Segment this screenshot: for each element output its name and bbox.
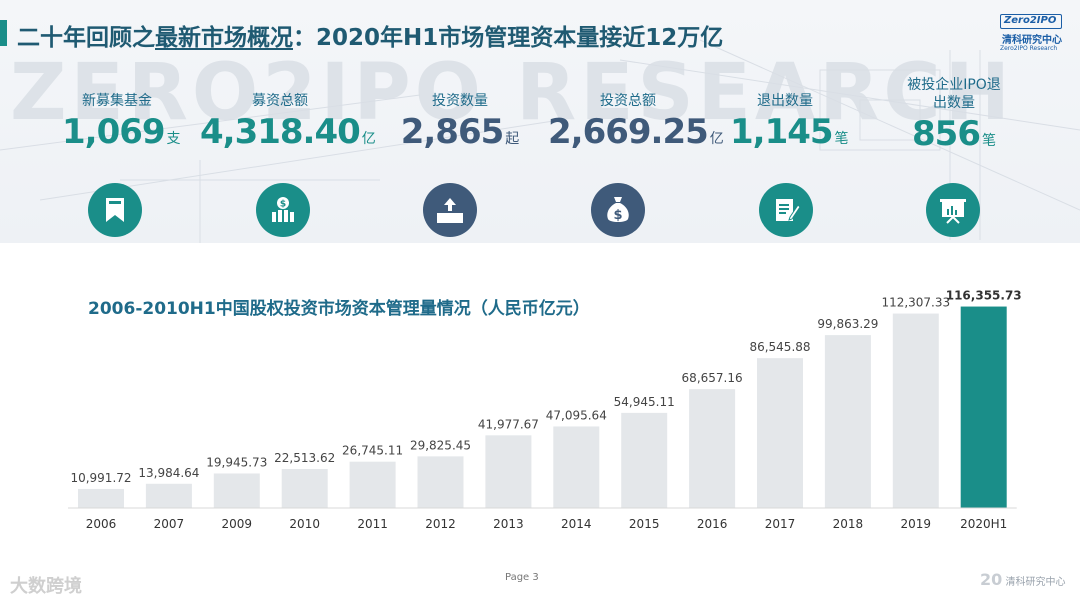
svg-text:$: $ bbox=[280, 200, 286, 210]
data-label-2013: 41,977.67 bbox=[478, 417, 539, 431]
data-label-2014: 47,095.64 bbox=[546, 408, 607, 422]
title-underlined: 最新市场概况 bbox=[155, 25, 293, 51]
money-bars-icon: $ bbox=[256, 183, 310, 237]
header-band: ZERO2IPO RESEARCH bbox=[0, 0, 1080, 243]
bar-2019 bbox=[892, 313, 939, 508]
data-label-2017: 86,545.88 bbox=[749, 340, 810, 354]
bar-2013 bbox=[485, 435, 532, 508]
bar-2010 bbox=[281, 469, 328, 508]
stat-unit: 支 bbox=[166, 131, 181, 147]
x-tick-label-2009: 2009 bbox=[222, 517, 253, 531]
data-label-2019: 112,307.33 bbox=[881, 296, 950, 310]
bar-2015 bbox=[621, 412, 668, 508]
data-label-2018: 99,863.29 bbox=[817, 317, 878, 331]
bar-2011 bbox=[349, 461, 396, 508]
stat-unit: 亿 bbox=[709, 131, 724, 147]
x-tick-label-2011: 2011 bbox=[357, 517, 388, 531]
background-watermark: ZERO2IPO RESEARCH bbox=[10, 48, 1014, 138]
stat-label-line1: 被投企业IPO退 bbox=[907, 77, 1001, 93]
bar-2014 bbox=[553, 426, 600, 508]
x-tick-label-2017: 2017 bbox=[765, 517, 796, 531]
stat-exit-count: 退出数量 1,145 笔 bbox=[730, 92, 849, 152]
stat-investment-count: 投资数量 2,865 起 bbox=[400, 92, 520, 152]
svg-text:$: $ bbox=[613, 208, 622, 223]
stat-new-funds: 新募集基金 1,069 支 bbox=[62, 92, 181, 152]
logo-en: Zero2IPO Research bbox=[1000, 45, 1058, 52]
bar-2012 bbox=[417, 456, 464, 508]
stat-unit: 笔 bbox=[981, 133, 996, 149]
stat-label: 退出数量 bbox=[757, 93, 813, 109]
data-label-2020H1: 116,355.73 bbox=[946, 289, 1022, 303]
stat-value: 1,069 bbox=[62, 112, 166, 152]
x-tick-label-2018: 2018 bbox=[833, 517, 864, 531]
logo-brand: Zero2IPO bbox=[1000, 14, 1062, 29]
data-label-2015: 54,945.11 bbox=[614, 395, 675, 409]
stat-ipo-exit-count: 被投企业IPO退 出数量 856 笔 bbox=[892, 76, 1016, 154]
bar-2007 bbox=[145, 483, 192, 508]
money-bag-icon: $ bbox=[591, 183, 645, 237]
x-tick-label-2012: 2012 bbox=[425, 517, 456, 531]
page-title-text: 二十年回顾之最新市场概况：2020年H1市场管理资本量接近12万亿 bbox=[17, 18, 723, 52]
document-edit-icon bbox=[759, 183, 813, 237]
x-tick-label-2015: 2015 bbox=[629, 517, 660, 531]
chart-title: 2006-2010H1中国股权投资市场资本管理量情况（人民币亿元） bbox=[88, 299, 590, 319]
title-prefix: 二十年回顾之 bbox=[17, 25, 155, 51]
data-label-2006: 10,991.72 bbox=[70, 471, 131, 485]
stat-label: 新募集基金 bbox=[82, 93, 152, 109]
stat-value: 1,145 bbox=[730, 112, 834, 152]
zero2ipo-logo: Zero2IPO 清科研究中心 Zero2IPO Research bbox=[1000, 14, 1068, 54]
x-tick-label-2007: 2007 bbox=[154, 517, 185, 531]
x-tick-label-2020H1: 2020H1 bbox=[960, 517, 1007, 531]
stat-unit: 笔 bbox=[834, 131, 849, 147]
x-tick-label-2019: 2019 bbox=[901, 517, 932, 531]
x-tick-label-2013: 2013 bbox=[493, 517, 524, 531]
data-label-2012: 29,825.45 bbox=[410, 438, 471, 452]
bar-2009 bbox=[213, 473, 260, 508]
footer-brand-right: 20 清科研究中心 bbox=[980, 570, 1065, 589]
bar-2018 bbox=[824, 335, 871, 508]
x-tick-label-2010: 2010 bbox=[289, 517, 320, 531]
stat-label: 募资总额 bbox=[252, 93, 308, 109]
page-number: Page 3 bbox=[505, 572, 539, 583]
data-label-2010: 22,513.62 bbox=[274, 451, 335, 465]
bar-2017 bbox=[757, 358, 803, 508]
stat-value: 2,669.25 bbox=[548, 112, 709, 152]
bar-2016 bbox=[689, 389, 736, 508]
x-tick-label-2016: 2016 bbox=[697, 517, 728, 531]
x-tick-label-2006: 2006 bbox=[86, 517, 117, 531]
data-label-2011: 26,745.11 bbox=[342, 444, 403, 458]
stat-unit: 起 bbox=[505, 131, 520, 147]
data-label-2016: 68,657.16 bbox=[682, 371, 743, 385]
stat-label: 投资总额 bbox=[600, 93, 656, 109]
title-suffix: ：2020年H1市场管理资本量接近12万亿 bbox=[293, 25, 724, 51]
x-tick-label-2014: 2014 bbox=[561, 517, 592, 531]
stat-investment-amount: 投资总额 2,669.25 亿 bbox=[548, 92, 724, 152]
data-label-2009: 19,945.73 bbox=[206, 455, 267, 469]
title-accent-bar bbox=[0, 20, 7, 46]
logo-cn: 清科研究中心 bbox=[1002, 35, 1062, 46]
bar-2020H1 bbox=[960, 306, 1007, 508]
bookmark-icon bbox=[88, 183, 142, 237]
footer-brand-right-text: 清科研究中心 bbox=[1005, 577, 1066, 588]
stat-label-line2: 出数量 bbox=[933, 95, 975, 111]
stat-label: 投资数量 bbox=[432, 93, 488, 109]
page-title: 二十年回顾之最新市场概况：2020年H1市场管理资本量接近12万亿 bbox=[0, 16, 1000, 52]
footer-brand-right-big: 20 bbox=[980, 570, 1003, 589]
presentation-board-icon bbox=[926, 183, 980, 237]
stat-value: 856 bbox=[912, 114, 981, 154]
stat-fundraising: 募资总额 4,318.40 亿 bbox=[200, 92, 376, 152]
stat-value: 4,318.40 bbox=[200, 112, 361, 152]
stat-unit: 亿 bbox=[361, 131, 376, 147]
bar-2006 bbox=[78, 488, 124, 508]
footer-brand-left: 大数跨境 bbox=[10, 576, 82, 597]
bar-chart: 10,991.72 2006 13,984.64 2007 19,945.73 2009 2… bbox=[68, 289, 1022, 531]
growth-box-icon bbox=[423, 183, 477, 237]
stat-value: 2,865 bbox=[400, 112, 505, 152]
data-label-2007: 13,984.64 bbox=[138, 466, 199, 480]
